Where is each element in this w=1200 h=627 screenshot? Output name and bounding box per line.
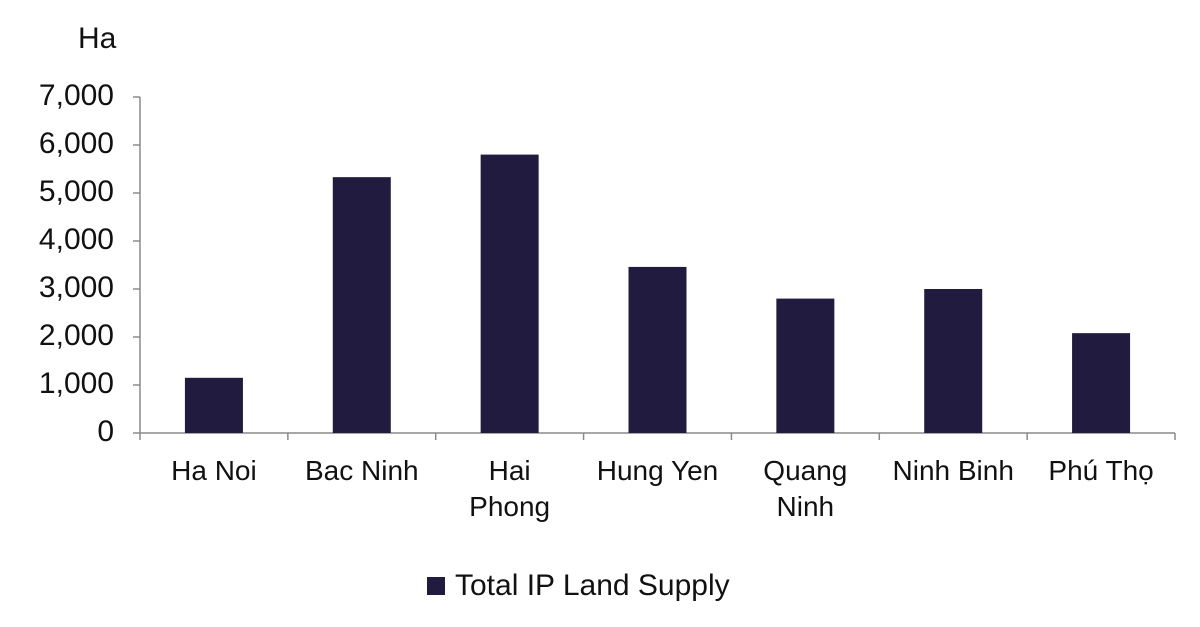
y-tick-label: 4,000: [39, 223, 114, 256]
bar: [480, 154, 539, 433]
bar: [628, 266, 687, 433]
y-tick-label: 2,000: [39, 319, 114, 352]
x-tick-label: Hai Phong: [469, 455, 551, 522]
x-tick-label: Hung Yen: [596, 455, 719, 486]
y-tick-label: 5,000: [39, 175, 114, 208]
x-tick-label: Quang Ninh: [763, 455, 848, 522]
y-tick-label: 7,000: [39, 79, 114, 112]
legend-swatch: [427, 577, 445, 595]
x-tick-label: Phú Thọ: [1048, 455, 1154, 486]
x-tick-label: Ninh Binh: [892, 455, 1014, 486]
bar: [332, 177, 391, 433]
legend-label: Total IP Land Supply: [455, 569, 730, 602]
bar: [1072, 333, 1131, 433]
bar: [184, 377, 243, 433]
bar: [924, 289, 983, 433]
x-tick-label: Bac Ninh: [304, 455, 419, 486]
y-tick-label: 6,000: [39, 127, 114, 160]
bar: [776, 298, 835, 433]
y-unit-label: Ha: [78, 22, 117, 55]
y-tick-label: 0: [97, 415, 114, 448]
y-tick-label: 1,000: [39, 367, 114, 400]
y-tick-label: 3,000: [39, 271, 114, 304]
x-tick-label: Ha Noi: [171, 455, 257, 486]
